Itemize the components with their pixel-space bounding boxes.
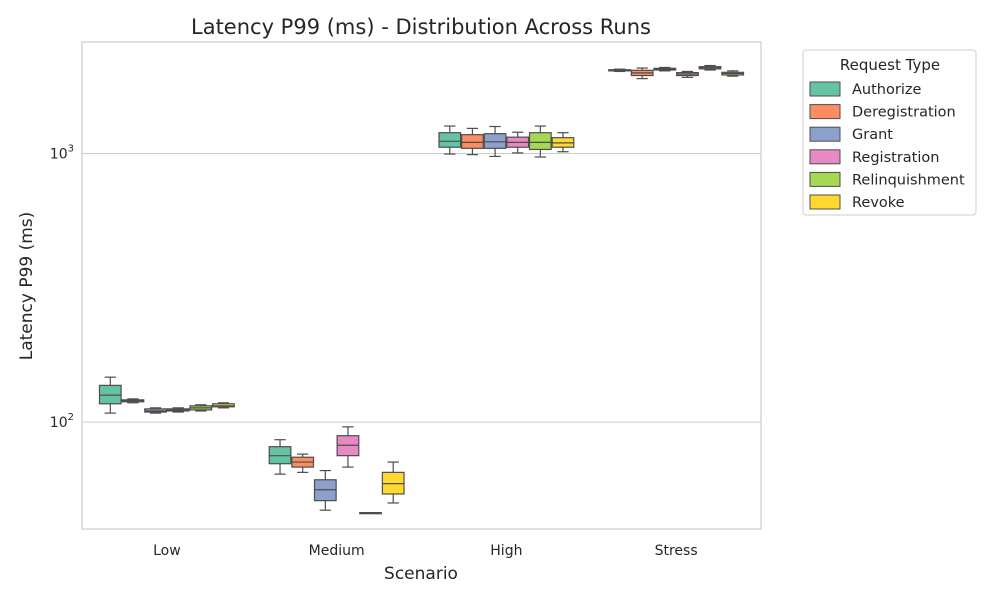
x-tick-label: Stress: [655, 543, 698, 559]
box-deregistration-high: [461, 127, 484, 156]
box-deregistration-stress: [630, 67, 654, 80]
box-deregistration-low: [121, 398, 145, 404]
box-grant-medium: [313, 469, 337, 511]
box-authorize-medium: [268, 439, 292, 475]
legend-swatch: [809, 194, 841, 210]
grid-lines: [82, 152, 761, 423]
legend-label: Grant: [852, 127, 893, 143]
box-revoke-medium: [381, 461, 405, 504]
legend-item-revoke: Revoke: [809, 194, 905, 211]
x-axis-label: Scenario: [384, 564, 458, 584]
chart-title: Latency P99 (ms) - Distribution Across R…: [191, 15, 651, 39]
y-tick-label: 103: [50, 143, 74, 162]
box-grant-high: [483, 125, 507, 158]
box-iqr: [528, 132, 552, 151]
x-tick-label: High: [490, 543, 522, 559]
y-axis-label: Latency P99 (ms): [17, 212, 37, 361]
box-registration-stress: [676, 70, 699, 78]
legend-item-relinquishment: Relinquishment: [809, 171, 965, 188]
box-relinquishment-medium: [359, 512, 382, 515]
legend-swatch: [809, 171, 841, 187]
box-registration-low: [166, 407, 190, 413]
axis-ticks: 102 103 Low Medium High Stress: [50, 143, 698, 559]
box-series: [98, 64, 745, 515]
box-relinquishment-low: [189, 404, 213, 412]
legend-swatch: [809, 104, 841, 120]
legend-label: Relinquishment: [852, 172, 965, 188]
box-relinquishment-high: [528, 125, 552, 158]
legend: Request Type Authorize Deregistration Gran…: [802, 49, 977, 216]
legend-item-grant: Grant: [809, 126, 893, 143]
x-tick-label: Low: [153, 543, 181, 559]
legend-swatch: [809, 126, 841, 142]
box-registration-high: [506, 131, 530, 154]
box-iqr: [438, 132, 462, 148]
legend-item-registration: Registration: [809, 149, 939, 166]
legend-label: Authorize: [852, 82, 921, 98]
box-deregistration-medium: [291, 453, 315, 473]
box-grant-low: [144, 407, 167, 414]
x-tick-label: Medium: [309, 543, 365, 559]
box-iqr: [461, 134, 484, 149]
legend-title: Request Type: [840, 56, 940, 74]
legend-swatch: [809, 149, 841, 165]
legend-label: Registration: [852, 150, 939, 166]
legend-items: Authorize Deregistration Grant Registration…: [809, 81, 965, 211]
box-revoke-low: [212, 402, 235, 409]
box-registration-medium: [336, 426, 360, 468]
box-grant-stress: [653, 66, 677, 72]
legend-label: Deregistration: [852, 105, 956, 121]
legend-label: Revoke: [852, 195, 905, 211]
box-revoke-high: [551, 132, 575, 153]
box-relinquishment-stress: [698, 64, 722, 71]
legend-swatch: [809, 81, 841, 97]
box-iqr: [483, 133, 507, 149]
y-tick-label: 102: [50, 412, 74, 431]
box-authorize-high: [438, 125, 462, 155]
legend-frame: [802, 49, 977, 216]
box-authorize-stress: [608, 68, 631, 73]
box-revoke-stress: [721, 70, 745, 77]
legend-item-deregistration: Deregistration: [809, 104, 956, 121]
box-authorize-low: [98, 376, 122, 414]
plot-area-frame: [81, 41, 762, 530]
legend-item-authorize: Authorize: [809, 81, 921, 98]
